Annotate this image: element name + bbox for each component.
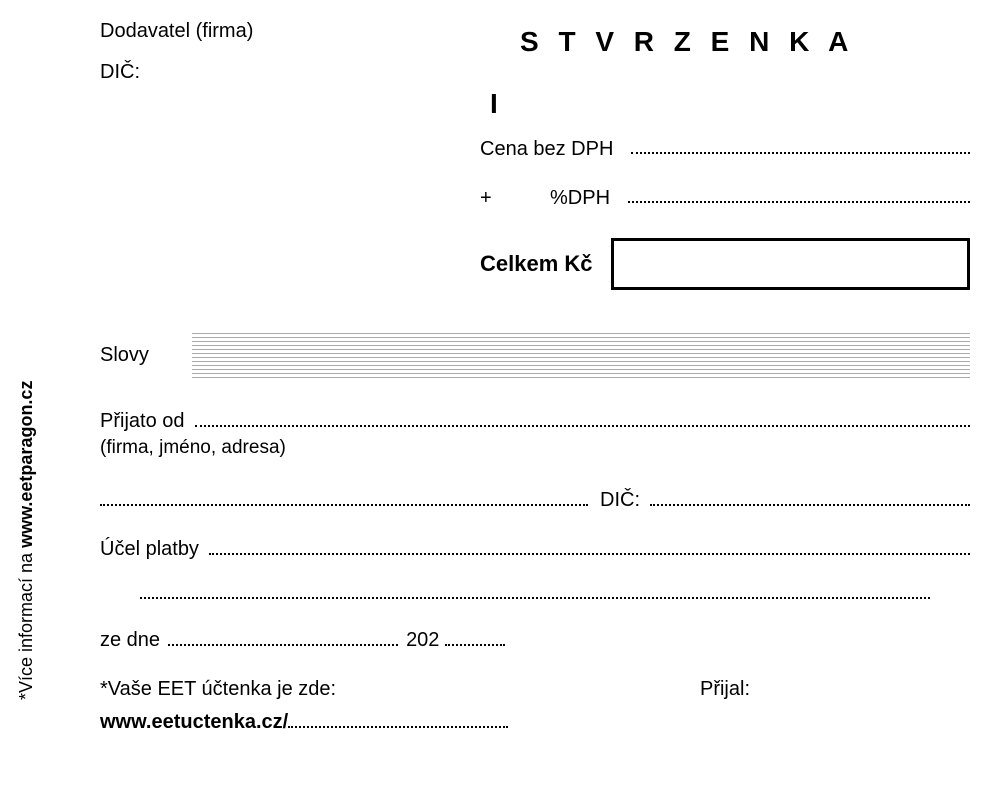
eet-url-row: www.eetuctenka.cz/ xyxy=(100,711,970,734)
supplier-block: Dodavatel (firma) DIČ: xyxy=(100,20,460,102)
eet-url: www.eetuctenka.cz/ xyxy=(100,711,288,734)
date-year-suffix-line[interactable] xyxy=(445,644,505,646)
payer-dic-label: DIČ: xyxy=(600,489,640,512)
footer-row: *Vaše EET účtenka je zde: Přijal: xyxy=(100,678,970,701)
price-without-vat-label: Cena bez DPH xyxy=(480,138,613,161)
side-left-url: www.eetparagon.cz xyxy=(16,381,36,548)
sidebar-info-left: *Více informací na www.eetparagon.cz xyxy=(16,381,37,700)
receipt-title: S T V R Z E N K A xyxy=(520,26,970,58)
payer-dic-line[interactable] xyxy=(650,504,970,506)
date-label: ze dne xyxy=(100,629,160,652)
amount-words-field[interactable] xyxy=(192,330,970,380)
plus-sign: + xyxy=(480,187,550,210)
side-left-prefix: *Více informací na xyxy=(16,548,36,700)
amount-words-label: Slovy xyxy=(100,344,180,367)
vertical-mark: I xyxy=(490,88,970,120)
price-without-vat-row: Cena bez DPH xyxy=(480,138,970,161)
title-price-block: S T V R Z E N K A I Cena bez DPH + %DPH … xyxy=(480,20,970,290)
purpose-line-2[interactable] xyxy=(140,597,930,599)
purpose-line[interactable] xyxy=(209,553,970,555)
date-day-month-line[interactable] xyxy=(168,644,398,646)
received-from-line[interactable] xyxy=(195,425,971,427)
supplier-label: Dodavatel (firma) xyxy=(100,20,460,43)
purpose-label: Účel platby xyxy=(100,538,199,561)
receipt-form: Dodavatel (firma) DIČ: S T V R Z E N K A… xyxy=(100,20,970,730)
price-without-vat-line[interactable] xyxy=(631,152,970,154)
date-row: ze dne 202 xyxy=(100,629,970,652)
received-from-row: Přijato od xyxy=(100,410,970,433)
header-row: Dodavatel (firma) DIČ: S T V R Z E N K A… xyxy=(100,20,970,290)
total-amount-box[interactable] xyxy=(611,238,970,290)
total-label: Celkem Kč xyxy=(480,251,593,277)
purpose-row: Účel platby xyxy=(100,538,970,561)
vat-row: + %DPH xyxy=(480,187,970,210)
amount-words-row: Slovy xyxy=(100,330,970,380)
received-from-label: Přijato od xyxy=(100,410,185,433)
payer-extra-line[interactable] xyxy=(100,504,588,506)
received-from-hint: (firma, jméno, adresa) xyxy=(100,437,970,459)
vat-pct-label: %DPH xyxy=(550,187,610,210)
eet-url-line[interactable] xyxy=(288,726,508,728)
total-row: Celkem Kč xyxy=(480,238,970,290)
eet-note: *Vaše EET účtenka je zde: xyxy=(100,678,336,701)
payer-dic-row: DIČ: xyxy=(100,489,970,512)
vat-line[interactable] xyxy=(628,201,970,203)
received-by-label: Přijal: xyxy=(700,678,750,701)
date-year-prefix: 202 xyxy=(406,629,439,652)
supplier-dic-label: DIČ: xyxy=(100,61,460,84)
